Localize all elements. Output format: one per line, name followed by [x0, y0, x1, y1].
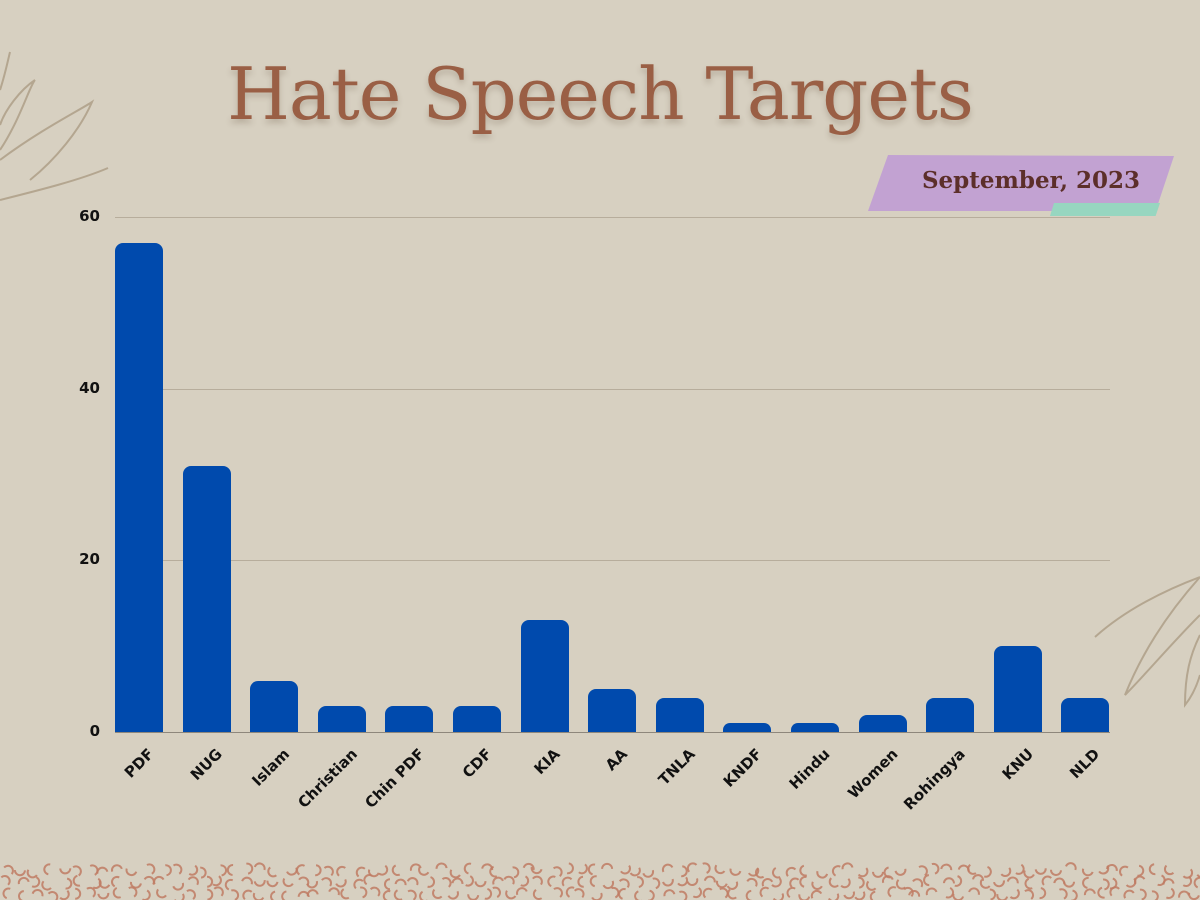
- bar-nug: [182, 465, 231, 732]
- bar-kndf: [723, 723, 772, 732]
- bar-cdf: [453, 706, 501, 732]
- badge-background: [868, 155, 1174, 211]
- x-tick-label: Women: [843, 745, 902, 803]
- bottom-pattern-decoration: [0, 862, 1200, 900]
- bar-rohingya: [926, 697, 975, 732]
- bar-nld: [1061, 697, 1110, 732]
- gridline: [115, 560, 1110, 562]
- date-badge: September, 2023: [868, 155, 1178, 217]
- x-axis-line: [115, 732, 1110, 733]
- bar-aa: [588, 689, 637, 732]
- x-tick-label: Chin PDF: [361, 745, 429, 812]
- leaf-decoration-right-icon: [1094, 576, 1200, 708]
- date-label: September, 2023: [921, 167, 1141, 194]
- x-tick-label: KNDF: [720, 745, 766, 791]
- bar-women: [858, 714, 907, 732]
- y-tick-label: 0: [89, 722, 100, 740]
- x-tick-label: Islam: [248, 745, 294, 790]
- bar-tnla: [655, 697, 704, 732]
- x-tick-label: TNLA: [654, 745, 699, 789]
- bar-christian: [317, 706, 366, 732]
- y-tick-label: 60: [79, 207, 100, 225]
- x-tick-label: NLD: [1066, 745, 1104, 783]
- bar-knu: [993, 646, 1042, 732]
- x-tick-label: CDF: [458, 745, 496, 782]
- x-tick-label: NUG: [186, 745, 226, 784]
- y-tick-label: 20: [79, 550, 100, 569]
- badge-accent-strip: [1050, 203, 1160, 216]
- bar-kia: [520, 620, 569, 732]
- gridline: [115, 217, 1110, 218]
- bar-islam: [250, 680, 299, 732]
- x-tick-label: KNU: [998, 745, 1037, 784]
- page-title: Hate Speech Targets: [227, 52, 974, 136]
- x-tick-label: AA: [601, 745, 632, 775]
- bar-pdf: [115, 242, 163, 732]
- x-tick-label: Rohingya: [900, 745, 969, 814]
- x-tick-label: KIA: [530, 745, 564, 779]
- bar-hindu: [791, 723, 839, 732]
- bar-chin-pdf: [385, 706, 434, 732]
- y-tick-label: 40: [79, 378, 100, 397]
- leaf-decoration-top-left-icon: [0, 51, 109, 201]
- x-tick-label: PDF: [120, 745, 158, 782]
- gridline: [115, 388, 1110, 390]
- x-tick-label: Hindu: [785, 745, 834, 793]
- x-tick-label: Christian: [294, 745, 361, 812]
